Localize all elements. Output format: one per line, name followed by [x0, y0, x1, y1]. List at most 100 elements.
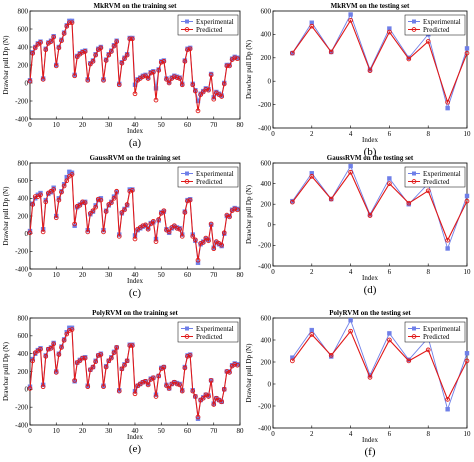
data-point	[464, 46, 470, 51]
data-point	[235, 362, 240, 368]
y-tick-label: 0	[268, 221, 272, 229]
data-point	[127, 36, 133, 42]
data-point	[64, 178, 70, 184]
data-point	[464, 193, 470, 199]
data-point	[101, 229, 106, 235]
data-point	[88, 211, 93, 216]
data-point	[132, 236, 138, 242]
data-point	[61, 183, 67, 189]
data-point	[464, 358, 470, 364]
x-tick-label: 30	[105, 121, 113, 129]
data-point	[103, 364, 109, 370]
data-point	[211, 96, 217, 102]
data-point	[156, 373, 161, 379]
data-point	[101, 77, 106, 83]
data-point	[221, 230, 227, 236]
series-predicted	[27, 327, 240, 420]
y-tick-label: 400	[261, 31, 272, 39]
y-tick-label: 800	[18, 159, 29, 167]
data-point	[232, 55, 238, 61]
series-line	[291, 19, 468, 104]
legend-marker	[411, 179, 417, 184]
legend-label: Experimental	[196, 325, 234, 333]
data-point	[445, 246, 450, 251]
chart-title: MkRVM on the training set	[94, 2, 178, 10]
data-point	[348, 12, 353, 17]
data-point	[43, 353, 49, 359]
data-point	[153, 86, 159, 91]
data-point	[348, 318, 353, 323]
data-point	[425, 39, 431, 44]
chart-title: MkRVM on the testing set	[331, 2, 410, 10]
x-tick-label: 80	[237, 427, 245, 435]
data-point	[187, 46, 193, 52]
x-axis-label: Index	[362, 436, 378, 444]
y-tick-label: 400	[18, 43, 29, 51]
y-tick-label: 600	[18, 25, 29, 33]
data-point	[219, 94, 224, 99]
x-tick-label: 80	[237, 271, 245, 279]
data-point	[103, 209, 109, 214]
data-point	[464, 50, 470, 56]
data-point	[198, 92, 203, 98]
y-tick-label: -200	[15, 97, 28, 105]
data-point	[425, 347, 431, 353]
data-point	[80, 50, 85, 55]
data-point	[172, 223, 177, 229]
data-point	[143, 378, 148, 384]
x-tick-label: 70	[210, 427, 218, 435]
data-point	[193, 88, 198, 94]
legend-label: Experimental	[423, 325, 461, 333]
data-point	[130, 36, 135, 42]
data-point	[30, 50, 35, 56]
y-tick-label: 0	[25, 230, 29, 238]
data-point	[53, 370, 59, 375]
legend-label: Experimental	[196, 170, 234, 178]
data-point	[161, 364, 167, 370]
data-point	[387, 176, 392, 181]
x-tick-label: 20	[79, 427, 87, 435]
data-point	[74, 203, 80, 209]
y-tick-label: 200	[18, 368, 29, 376]
data-point	[93, 359, 98, 365]
legend-label: Predicted	[196, 333, 223, 341]
data-point	[145, 76, 151, 81]
data-point	[445, 397, 450, 402]
data-point	[179, 388, 185, 394]
series-predicted	[290, 18, 470, 105]
y-tick-label: 600	[261, 314, 272, 322]
data-point	[174, 381, 180, 387]
x-tick-label: 70	[210, 121, 218, 129]
y-tick-label: 0	[268, 380, 272, 388]
data-point	[119, 366, 125, 372]
series-predicted	[27, 172, 240, 263]
data-point	[38, 346, 43, 352]
data-point	[200, 395, 206, 401]
panel-label: (a)	[129, 137, 142, 149]
legend-marker	[185, 19, 189, 24]
data-point	[211, 402, 217, 407]
data-point	[208, 72, 214, 78]
data-point	[145, 382, 151, 388]
y-tick-label: -400	[258, 262, 271, 270]
data-point	[185, 353, 190, 359]
data-point	[177, 226, 182, 232]
data-point	[90, 208, 96, 214]
data-point	[40, 384, 46, 390]
data-point	[67, 328, 72, 333]
x-tick-label: 20	[79, 271, 87, 279]
legend-marker	[185, 326, 189, 331]
data-point	[56, 352, 62, 357]
data-point	[46, 346, 51, 352]
x-tick-label: 50	[158, 271, 166, 279]
data-point	[77, 358, 83, 364]
data-point	[106, 52, 112, 58]
data-point	[309, 171, 314, 176]
data-point	[53, 215, 59, 221]
data-point	[69, 327, 75, 332]
data-point	[48, 39, 54, 44]
data-point	[140, 74, 146, 80]
data-point	[116, 233, 122, 239]
